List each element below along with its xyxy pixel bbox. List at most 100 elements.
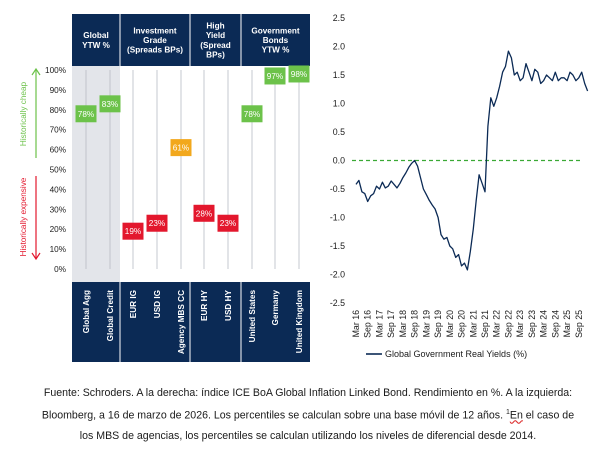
percentile-marker-2 [122, 222, 144, 240]
category-band [72, 282, 310, 362]
series-line-real-yields [355, 50, 589, 271]
percentile-marker-8 [264, 67, 286, 85]
category-label-eur-hy: EUR HY [200, 289, 209, 320]
group-header-1-line-2: (Spreads BPs) [127, 46, 183, 55]
x-tick-4: Mar 18 [398, 310, 408, 337]
x-tick-5: Sep 18 [410, 310, 420, 338]
x-tick-13: Sep 22 [503, 310, 513, 338]
y-tick-label: 0% [54, 265, 66, 274]
percentile-label-7: 78% [244, 110, 260, 119]
y-tick-0.0: 0.0 [333, 156, 345, 166]
cheap-arrow-head [31, 67, 41, 76]
percentile-label-2: 19% [125, 227, 141, 236]
y-tick--2.5: -2.5 [330, 298, 345, 308]
y-tick-label: 40% [50, 185, 66, 194]
percentile-marker-7 [241, 105, 263, 123]
y-tick-label: 10% [50, 245, 66, 254]
y-tick-label: 60% [50, 146, 66, 155]
y-tick-label: 50% [50, 166, 66, 175]
footnote-marker: 1 [505, 409, 510, 416]
expensive-arrow-head [31, 252, 41, 261]
category-label-agency-mbs-cc: Agency MBS CC [177, 290, 186, 354]
percentile-label-4: 61% [173, 144, 189, 153]
x-tick-7: Sep 19 [433, 310, 443, 338]
percentile-label-1: 83% [102, 100, 118, 109]
header-band [72, 14, 310, 66]
caption-line-3: los MBS de agencias, los percentiles se … [79, 429, 537, 442]
x-tick-17: Sep 24 [550, 310, 560, 338]
legend-label: Global Government Real Yields (%) [385, 349, 527, 359]
category-label-usd-ig: USD IG [153, 290, 162, 318]
percentile-marker-4 [170, 139, 192, 157]
percentile-marker-3 [146, 214, 168, 232]
percentile-label-6: 23% [220, 219, 236, 228]
y-tick--1.0: -1.0 [330, 213, 345, 223]
x-tick-14: Mar 23 [515, 310, 525, 337]
group-header-3-line-2: YTW % [262, 46, 290, 55]
x-tick-1: Sep 16 [363, 310, 373, 338]
caption-line-2a: Bloomberg, a 16 de marzo de 2026. Los pe… [41, 409, 506, 422]
percentile-label-9: 98% [291, 70, 307, 79]
y-tick--0.5: -0.5 [330, 184, 345, 194]
x-tick-2: Mar 17 [374, 310, 384, 337]
group-header-2-line-0: High [206, 22, 224, 31]
group-header-0-line-0: Global [83, 31, 108, 40]
percentile-label-3: 23% [149, 219, 165, 228]
y-tick-label: 20% [50, 225, 66, 234]
category-label-global-agg: Global Agg [82, 290, 91, 333]
category-label-united-states: United States [248, 290, 257, 343]
x-tick-18: Mar 25 [562, 310, 572, 337]
category-label-usd-hy: USD HY [224, 289, 233, 320]
category-label-global-credit: Global Credit [106, 290, 115, 342]
caption-underlined-word: En [509, 409, 523, 422]
x-tick-19: Sep 25 [574, 310, 584, 338]
group-header-0-line-1: YTW % [82, 41, 110, 50]
x-tick-15: Sep 23 [527, 310, 537, 338]
y-tick-2.5: 2.5 [333, 13, 345, 23]
group-header-3-line-1: Bonds [263, 36, 289, 45]
percentile-label-0: 78% [78, 110, 94, 119]
cheap-label: Historically cheap [19, 81, 28, 146]
x-tick-6: Mar 19 [421, 310, 431, 337]
group-header-3-line-0: Government [251, 26, 299, 35]
group-header-2-line-1: Yield [206, 31, 225, 40]
category-label-germany: Germany [271, 290, 280, 326]
group-header-2-line-2: (Spread [200, 41, 230, 50]
source-caption: Fuente: Schroders. A la derecha: índice … [4, 383, 612, 446]
y-tick-label: 100% [45, 66, 66, 75]
percentile-marker-1 [99, 95, 121, 113]
y-tick-label: 80% [50, 106, 66, 115]
group-header-1-line-1: Grade [143, 36, 167, 45]
y-tick-2.0: 2.0 [333, 42, 345, 52]
x-tick-9: Sep 20 [457, 310, 467, 338]
category-label-united-kingdom: United Kingdom [295, 290, 304, 353]
caption-line-2: Bloomberg, a 16 de marzo de 2026. Los pe… [4, 403, 612, 426]
expensive-label: Historically expensive [19, 177, 28, 256]
x-tick-10: Mar 21 [468, 310, 478, 337]
percentile-label-5: 28% [196, 209, 212, 218]
y-tick-label: 70% [50, 126, 66, 135]
y-tick-label: 30% [50, 205, 66, 214]
x-tick-8: Mar 20 [445, 310, 455, 337]
y-tick--2.0: -2.0 [330, 270, 345, 280]
y-tick-label: 90% [50, 86, 66, 95]
percentile-marker-5 [193, 204, 215, 222]
y-tick-1.0: 1.0 [333, 99, 345, 109]
percentile-label-8: 97% [267, 72, 283, 81]
caption-line-1: Fuente: Schroders. A la derecha: índice … [43, 387, 573, 399]
caption-line-2b: el caso de [522, 409, 575, 422]
group-header-2-line-3: BPs) [206, 50, 225, 59]
category-label-eur-ig: EUR IG [129, 290, 138, 318]
x-tick-16: Mar 24 [539, 310, 549, 337]
group-header-1-line-0: Investment [133, 26, 176, 35]
y-tick-1.5: 1.5 [333, 70, 345, 80]
x-tick-3: Sep 17 [386, 310, 396, 338]
x-tick-12: Mar 22 [492, 310, 502, 337]
x-tick-0: Mar 16 [351, 310, 361, 337]
percentile-marker-6 [217, 214, 239, 232]
y-tick-0.5: 0.5 [333, 127, 345, 137]
percentile-marker-0 [75, 105, 97, 123]
y-tick--1.5: -1.5 [330, 241, 345, 251]
percentile-marker-9 [288, 65, 310, 83]
